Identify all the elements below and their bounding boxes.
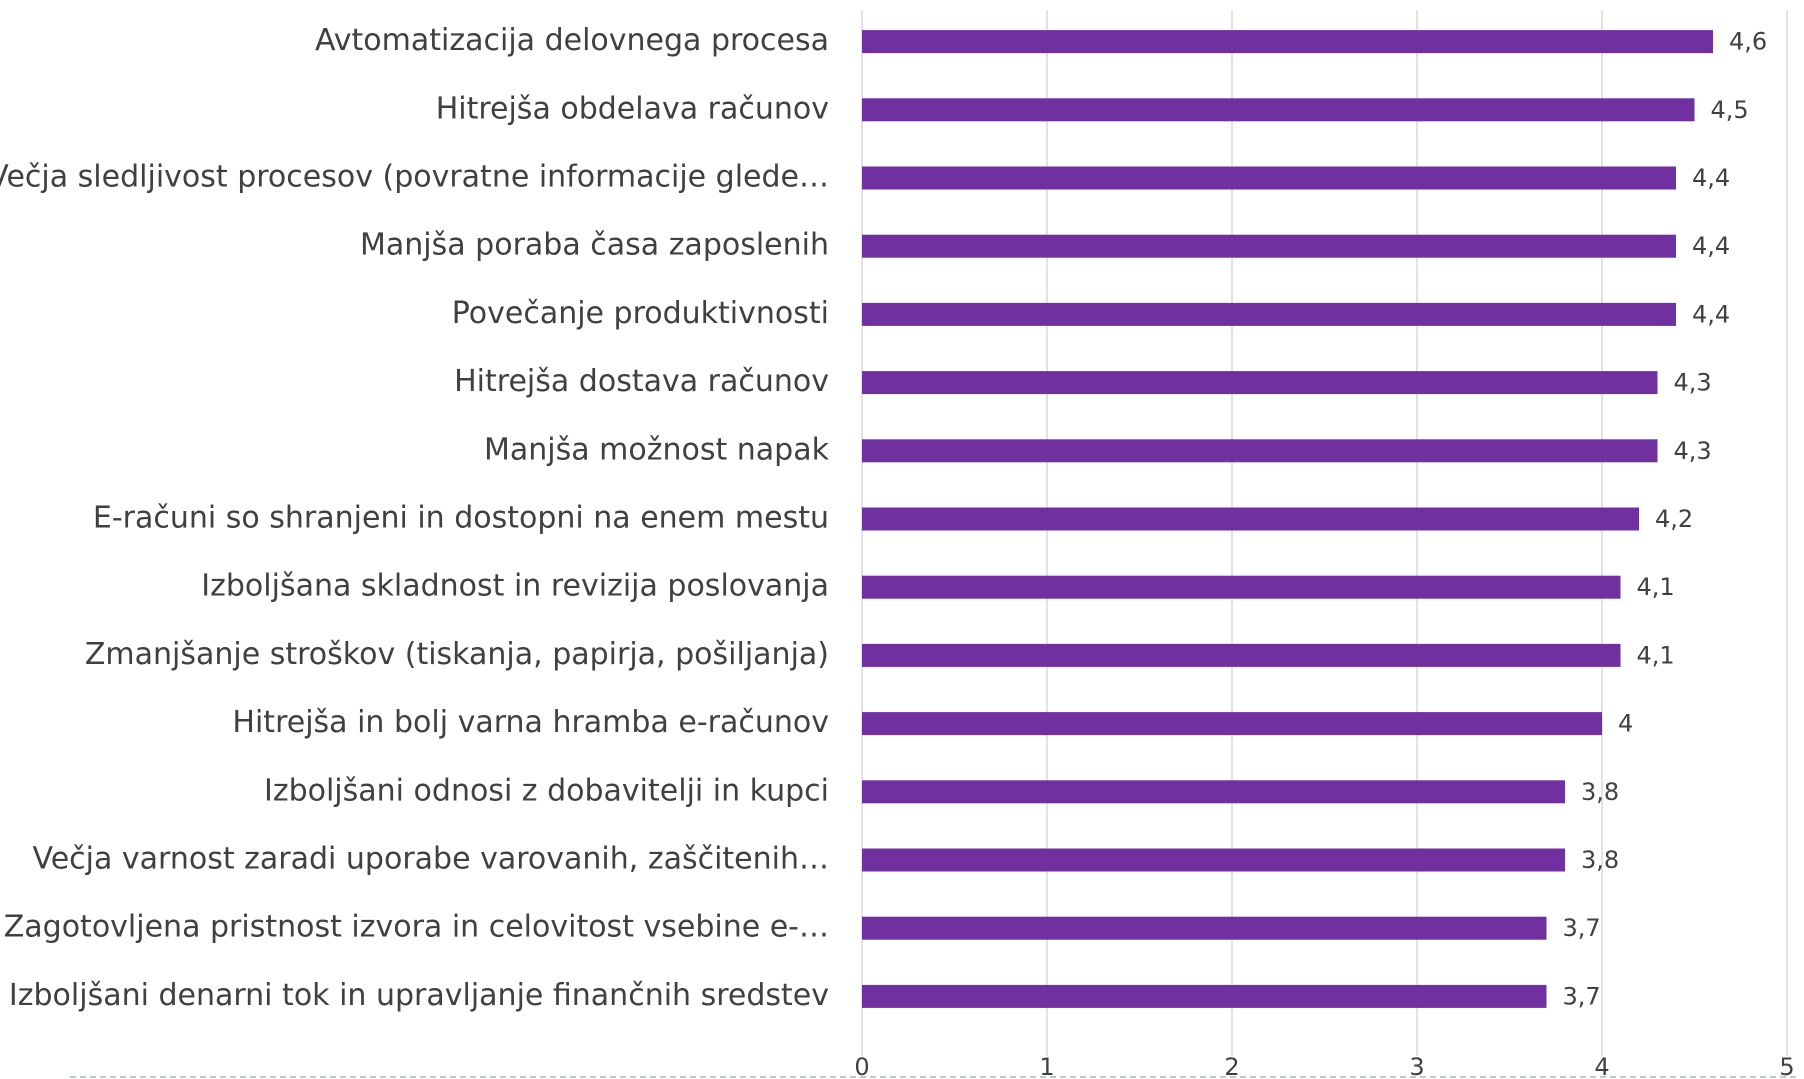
category-label: E-računi so shranjeni in dostopni na ene…: [93, 501, 829, 536]
bar: [862, 507, 1639, 531]
x-tick-label: 0: [854, 1053, 869, 1079]
bar: [862, 643, 1621, 667]
value-label: 4,3: [1674, 437, 1712, 465]
value-label: 3,8: [1581, 778, 1619, 806]
value-label: 4,6: [1729, 28, 1767, 56]
bar: [862, 848, 1565, 872]
bar: [862, 166, 1676, 190]
value-label: 4,2: [1655, 505, 1693, 533]
value-label: 3,7: [1563, 982, 1601, 1010]
category-label: Hitrejša in bolj varna hramba e-računov: [232, 705, 829, 740]
category-label: Izboljšana skladnost in revizija poslova…: [201, 569, 829, 604]
value-label: 4,4: [1692, 164, 1730, 192]
bar: [862, 439, 1658, 463]
bar: [862, 98, 1695, 122]
value-label: 4,4: [1692, 300, 1730, 328]
value-label: 3,7: [1563, 914, 1601, 942]
x-tick-label: 1: [1039, 1053, 1054, 1079]
value-label: 4,1: [1637, 573, 1675, 601]
x-tick-label: 2: [1224, 1053, 1239, 1079]
bar: [862, 30, 1713, 54]
category-label: Hitrejša obdelava računov: [436, 91, 829, 126]
bar: [862, 712, 1602, 736]
x-tick-label: 3: [1409, 1053, 1424, 1079]
category-label: Povečanje produktivnosti: [452, 296, 829, 331]
bar: [862, 234, 1676, 258]
category-label: Večja varnost zaradi uporabe varovanih, …: [33, 842, 829, 877]
x-tick-label: 4: [1594, 1053, 1609, 1079]
category-label: Izboljšani denarni tok in upravljanje fi…: [9, 978, 829, 1013]
category-label: Izboljšani odnosi z dobavitelji in kupci: [264, 773, 829, 808]
bar: [862, 371, 1658, 395]
bar: [862, 916, 1547, 940]
bar: [862, 780, 1565, 804]
category-label: Avtomatizacija delovnega procesa: [315, 23, 829, 58]
category-label: Zmanjšanje stroškov (tiskanja, papirja, …: [85, 637, 829, 672]
category-label: Manjša možnost napak: [484, 432, 830, 467]
value-label: 4: [1618, 710, 1633, 738]
value-label: 4,3: [1674, 369, 1712, 397]
category-label: Večja sledljivost procesov (povratne inf…: [0, 160, 829, 195]
value-label: 4,1: [1637, 641, 1675, 669]
category-label: Manjša poraba časa zaposlenih: [360, 228, 829, 263]
category-label: Zagotovljena pristnost izvora in celovit…: [4, 910, 829, 945]
value-label: 4,4: [1692, 232, 1730, 260]
bar: [862, 984, 1547, 1008]
bar: [862, 575, 1621, 599]
category-label: Hitrejša dostava računov: [454, 364, 829, 399]
bar: [862, 302, 1676, 326]
x-tick-label: 5: [1779, 1053, 1794, 1079]
value-label: 4,5: [1711, 96, 1749, 124]
value-label: 3,8: [1581, 846, 1619, 874]
